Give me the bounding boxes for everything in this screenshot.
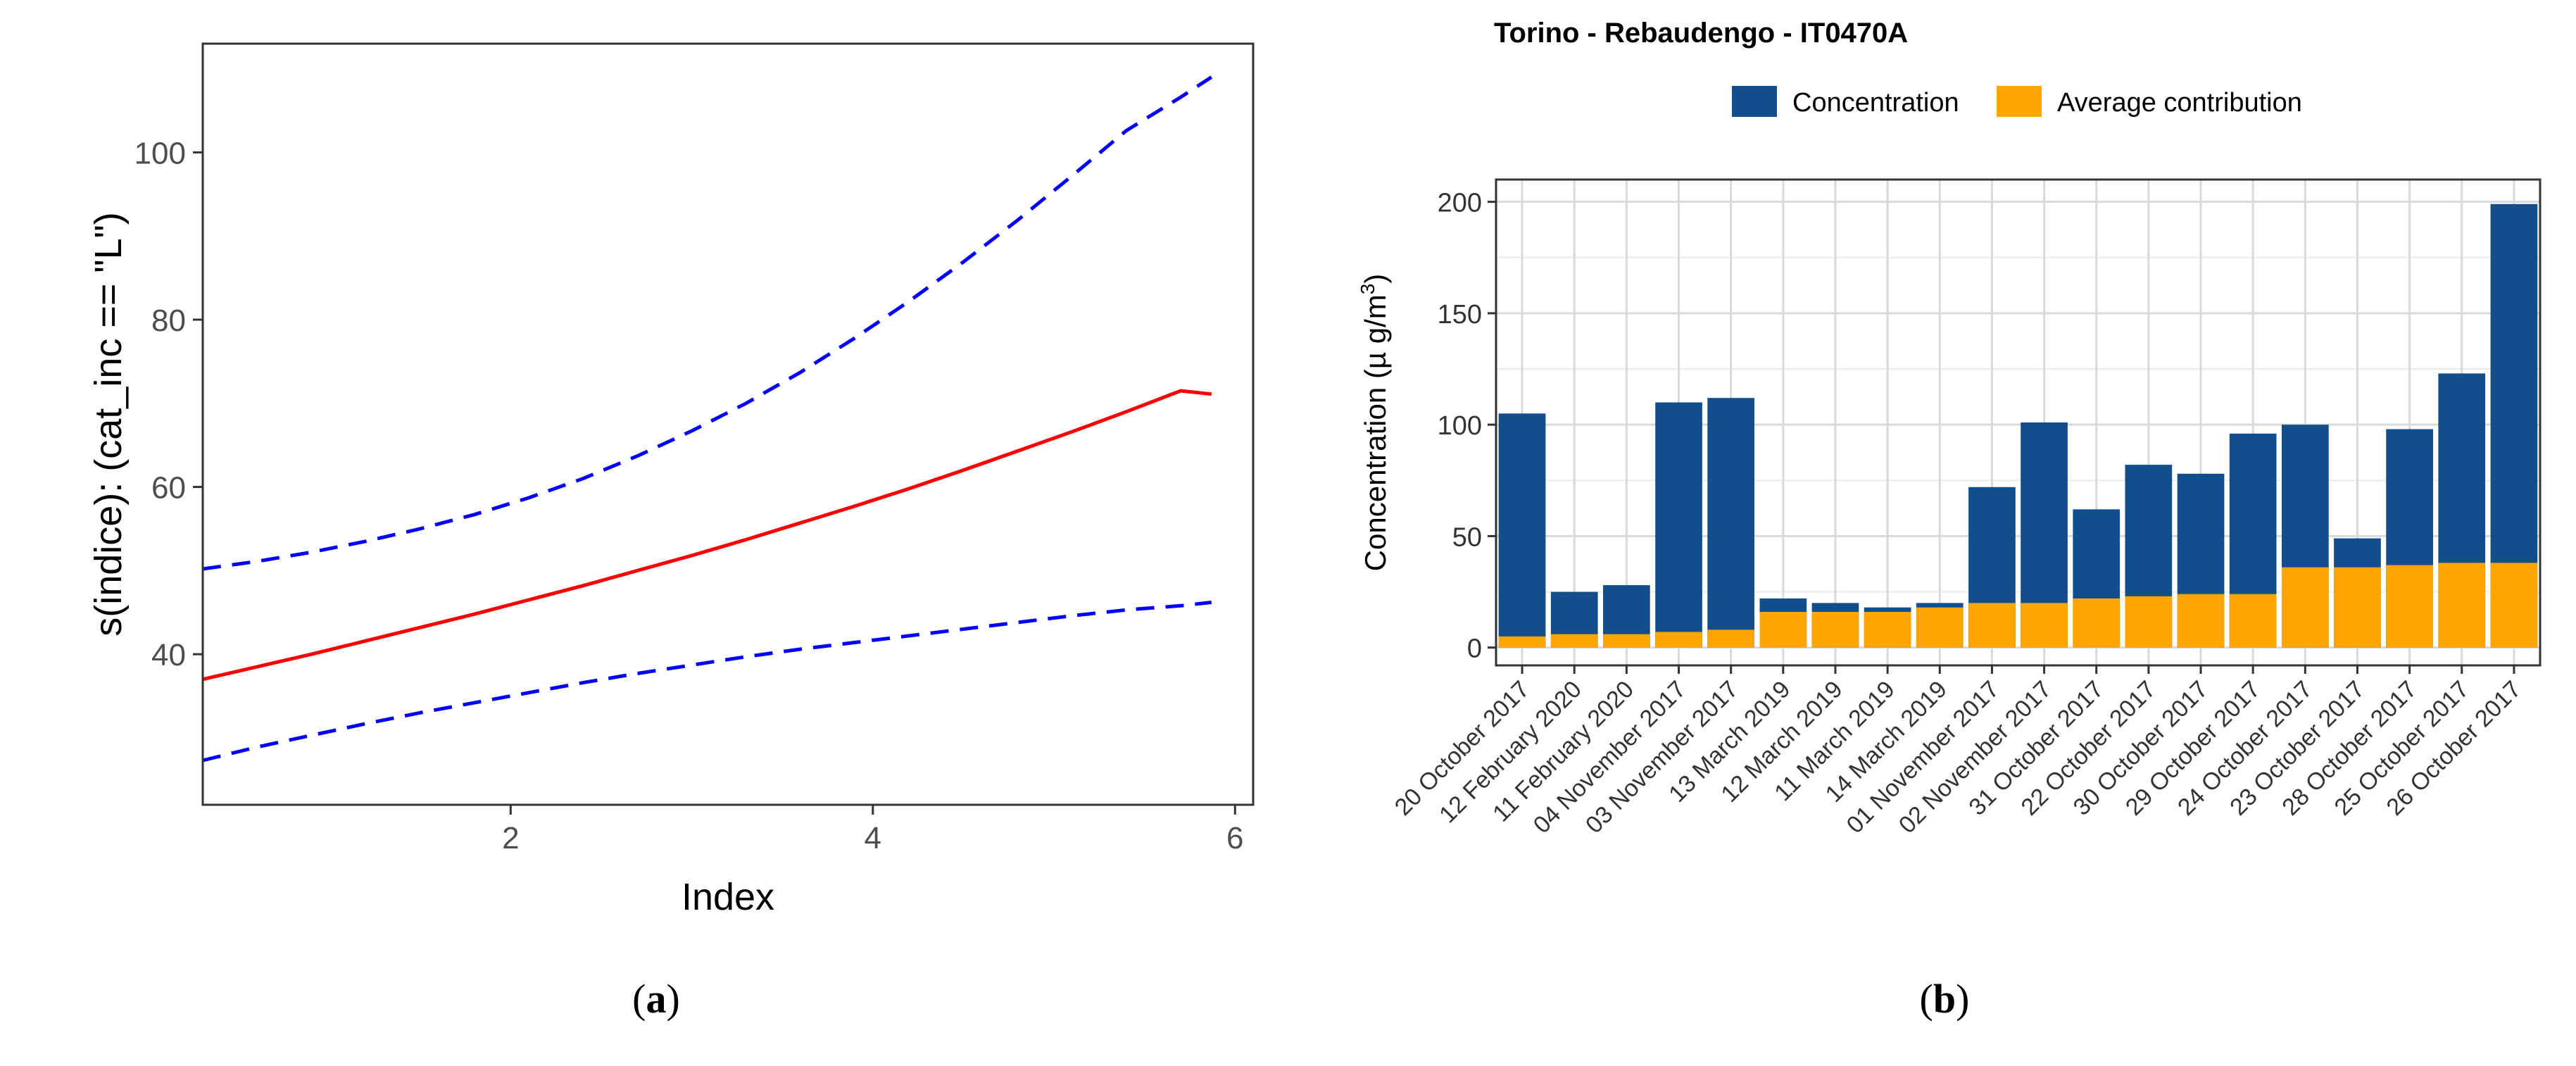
- panel-b-y-axis-label-text: Concentration (µ g/m: [1359, 294, 1392, 571]
- bar-average-contribution: [1811, 612, 1859, 648]
- bar-average-contribution: [2021, 603, 2068, 648]
- bar-average-contribution: [1968, 603, 2016, 648]
- bar-average-contribution: [1498, 636, 1546, 648]
- panel-b-y-tick-label: 200: [1438, 189, 1482, 218]
- bar-average-contribution: [1759, 612, 1807, 648]
- panel-b-y-tick-label: 100: [1438, 411, 1482, 441]
- panel-a-caption-letter: a: [646, 976, 667, 1022]
- panel-a-x-axis-label: Index: [681, 876, 774, 918]
- panel-b-caption-letter: b: [1933, 976, 1956, 1022]
- bar-average-contribution: [2438, 563, 2486, 648]
- legend-swatch-average-contribution: [1997, 86, 2042, 117]
- panel-a: 40 60 80 100 2 4 6 Index s(indice): (cat_inc =…: [87, 42, 1255, 918]
- panel-a-line-fit: [202, 389, 1212, 682]
- bar-average-contribution: [1707, 629, 1754, 648]
- panel-b-legend: Concentration Average contribution: [1732, 86, 2302, 118]
- panel-b-y-axis-label: Concentration (µ g/m3): [1357, 274, 1392, 572]
- panel-b-y-tick-label: 0: [1467, 634, 1482, 664]
- panel-a-frame: [201, 42, 1255, 806]
- legend-label-concentration: Concentration: [1792, 88, 1959, 118]
- bar-average-contribution: [1655, 632, 1702, 648]
- panel-a-x-tick-label: 4: [865, 821, 881, 855]
- bar-average-contribution: [2282, 567, 2329, 648]
- panel-a-y-tick-label: 40: [151, 638, 186, 672]
- panel-b-y-tick-label: 50: [1452, 522, 1482, 552]
- bar-average-contribution: [2229, 594, 2277, 648]
- panel-b-y-axis-label-superscript: 3: [1357, 284, 1378, 295]
- panel-a-y-axis-label: s(indice): (cat_inc == "L"): [87, 212, 130, 637]
- bar-average-contribution: [1864, 612, 1911, 648]
- bar-average-contribution: [2125, 596, 2173, 648]
- bar-concentration: [1498, 413, 1546, 648]
- bar-average-contribution: [1550, 634, 1598, 648]
- legend-label-average-contribution: Average contribution: [2057, 88, 2302, 118]
- panel-b-bars: [1498, 203, 2538, 648]
- panel-a-lines: [202, 75, 1213, 763]
- panel-a-x-tick-label: 2: [502, 821, 519, 855]
- bar-average-contribution: [2386, 565, 2433, 648]
- legend-swatch-concentration: [1732, 86, 1777, 117]
- panel-a-line-upper: [202, 75, 1213, 571]
- panel-b-y-tick-label: 150: [1438, 300, 1482, 330]
- panel-a-caption: (a): [632, 976, 680, 1022]
- bar-concentration: [1707, 398, 1754, 648]
- bar-average-contribution: [2490, 563, 2538, 648]
- panel-b: Torino - Rebaudengo - IT0470A Concentrat…: [1357, 18, 2542, 839]
- bar-average-contribution: [2073, 598, 2121, 648]
- panel-b-grid: [1496, 180, 2540, 665]
- panel-a-y-tick-label: 60: [151, 471, 186, 506]
- panel-b-title: Torino - Rebaudengo - IT0470A: [1494, 18, 1908, 49]
- panel-a-line-lower: [202, 601, 1212, 763]
- panel-b-frame: [1495, 178, 2542, 667]
- panel-a-y-tick-label: 100: [134, 136, 186, 170]
- panel-a-y-tick-label: 80: [151, 303, 186, 338]
- panel-b-caption: (b): [1920, 976, 1970, 1022]
- bar-concentration: [1655, 402, 1702, 648]
- panel-a-x-tick-label: 6: [1226, 821, 1243, 855]
- bar-average-contribution: [2177, 594, 2225, 648]
- bar-average-contribution: [1916, 607, 1964, 648]
- bar-average-contribution: [2334, 567, 2381, 648]
- bar-average-contribution: [1603, 634, 1650, 648]
- panel-a-ticks: 40 60 80 100 2 4 6: [134, 136, 1244, 855]
- panel-b-y-axis-label-close: ): [1359, 274, 1392, 284]
